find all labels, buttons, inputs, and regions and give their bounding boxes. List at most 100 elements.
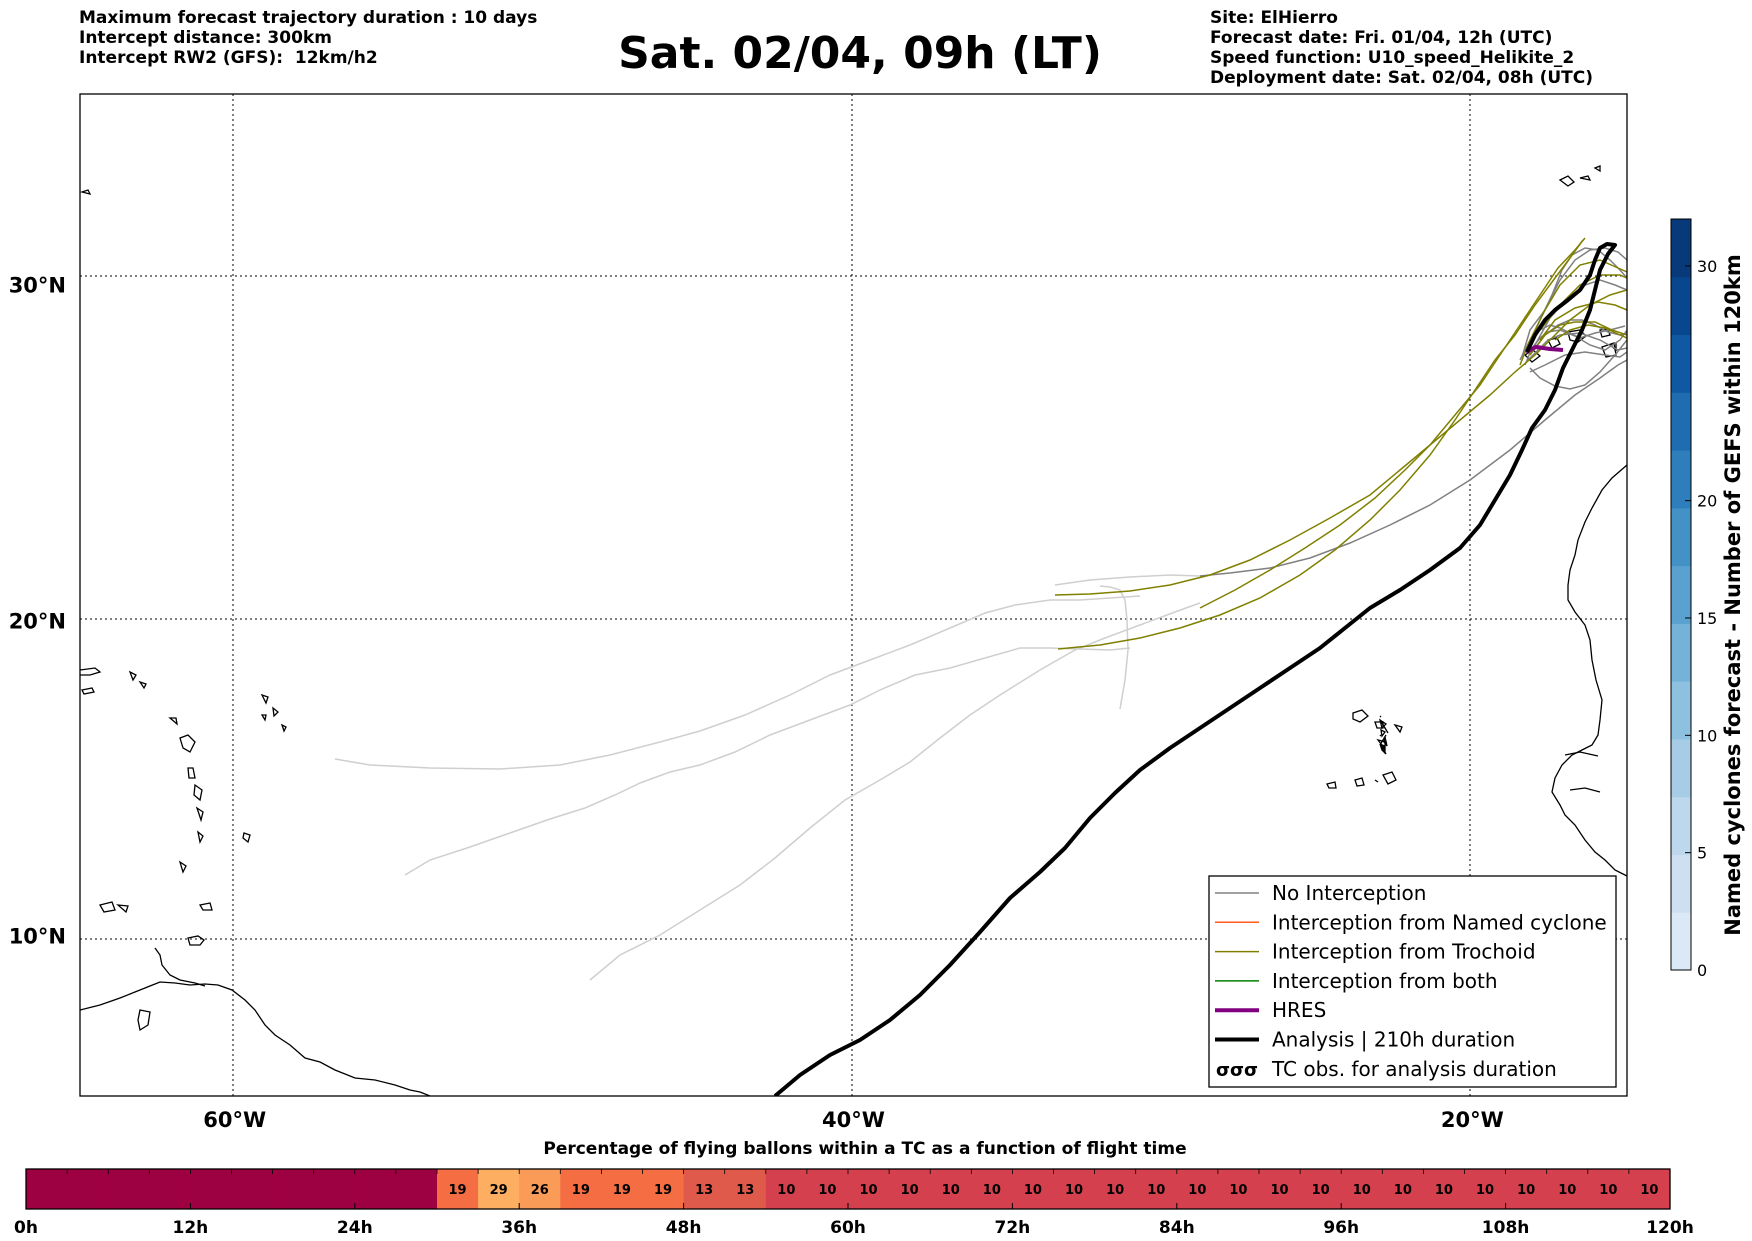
legend-item-5: Analysis | 210h duration xyxy=(1215,1028,1515,1052)
timeline-cell xyxy=(1464,1169,1506,1209)
olive-track-1 xyxy=(1054,289,1627,596)
colorbar-segment xyxy=(1671,392,1691,451)
timeline-cell-value: 29 xyxy=(490,1183,508,1198)
island-st-lucia xyxy=(195,806,204,823)
timeline-cell-value: 10 xyxy=(1476,1183,1494,1198)
timeline-cell xyxy=(806,1169,849,1209)
timeline-cell-value: 10 xyxy=(1065,1183,1083,1198)
legend-item-2: Interception from Trochoid xyxy=(1215,940,1536,964)
colorbar-tick-label: 5 xyxy=(1697,844,1707,863)
island-leeward-5 xyxy=(260,714,267,722)
timeline-cell-value: 26 xyxy=(531,1183,549,1198)
island-cape-verde-10 xyxy=(1379,734,1382,737)
island-caribbean-a xyxy=(99,901,116,913)
island-leeward-4 xyxy=(168,717,178,726)
island-caribbean-b xyxy=(116,904,129,914)
timeline-cell xyxy=(930,1169,972,1209)
faded-track-3 xyxy=(589,602,1201,981)
olive-track-2 xyxy=(1199,237,1586,609)
island-cape-verde-3 xyxy=(1393,723,1403,734)
timeline-cell xyxy=(354,1169,397,1209)
olive-track-7 xyxy=(1539,301,1627,341)
colorbar-segment xyxy=(1671,219,1691,278)
grey-track-4 xyxy=(1529,339,1627,390)
timeline-cell-value: 10 xyxy=(942,1183,960,1198)
island-fogo xyxy=(1326,781,1337,789)
timeline-cell xyxy=(1546,1169,1589,1209)
coastlines xyxy=(80,165,1627,1096)
colorbar-segment xyxy=(1671,507,1691,567)
legend-box xyxy=(1208,875,1617,1088)
timeline-cell xyxy=(1176,1169,1219,1209)
coast-africa-gambia xyxy=(1564,751,1599,757)
timeline-tick-label: 12h xyxy=(173,1218,209,1238)
colorbar-segment xyxy=(1671,738,1691,798)
timeline-cell xyxy=(848,1169,890,1209)
timeline-cell xyxy=(1382,1169,1424,1209)
timeline-cell-value: 10 xyxy=(1229,1183,1247,1198)
timeline-cell-value: 10 xyxy=(1147,1183,1165,1198)
coast-south-america xyxy=(80,981,431,1096)
timeline-cell xyxy=(1094,1169,1137,1209)
island-sal xyxy=(1378,718,1388,730)
timeline-tick-label: 24h xyxy=(337,1218,373,1238)
island-martinique xyxy=(193,783,203,802)
timeline-cell xyxy=(1587,1169,1630,1209)
colorbar-tick-label: 10 xyxy=(1697,726,1717,745)
timeline-cell xyxy=(67,1169,109,1209)
timeline-cell xyxy=(231,1169,273,1209)
legend-label: HRES xyxy=(1272,998,1326,1022)
faded-track-2 xyxy=(404,647,1131,876)
map-frame xyxy=(79,93,1628,1097)
tc-symbol-icon: σσσ xyxy=(1216,1060,1258,1081)
timeline-cell-value: 10 xyxy=(860,1183,878,1198)
legend-label: Interception from Named cyclone xyxy=(1272,910,1607,934)
legend-item-1: Interception from Named cyclone xyxy=(1215,910,1607,934)
header-right-line-3: Speed function: U10_speed_Helikite_2 xyxy=(1210,48,1575,68)
timeline-cell xyxy=(683,1169,726,1209)
colorbar-segment xyxy=(1671,854,1691,913)
island-guadeloupe xyxy=(179,734,196,753)
timeline-cell-value: 10 xyxy=(818,1183,836,1198)
island-canary-1 xyxy=(1558,175,1576,187)
island-lapalma xyxy=(1547,337,1561,349)
island-boavista xyxy=(1376,738,1387,750)
faded-track-5 xyxy=(1054,574,1201,586)
island-antilles-2 xyxy=(128,670,137,682)
island-santiago xyxy=(1354,777,1365,787)
timeline-cell xyxy=(1341,1169,1383,1209)
faded-track-1 xyxy=(334,595,1141,770)
timeline-cell-value: 10 xyxy=(1188,1183,1206,1198)
timeline-cell-value: 13 xyxy=(736,1183,754,1198)
legend-item-0: No Interception xyxy=(1215,881,1426,905)
coast-africa-guinea xyxy=(1569,787,1601,793)
colorbar-segment xyxy=(1671,681,1691,740)
timeline-tick-label: 96h xyxy=(1323,1218,1359,1238)
colorbar-segment xyxy=(1671,796,1691,855)
island-north-1 xyxy=(80,189,92,195)
timeline-cell-value: 10 xyxy=(1517,1183,1535,1198)
timeline-cell-value: 10 xyxy=(1558,1183,1576,1198)
timeline-title: Percentage of flying ballons within a TC… xyxy=(543,1139,1186,1159)
island-brava xyxy=(1382,771,1397,785)
timeline-tick-label: 120h xyxy=(1646,1218,1694,1238)
timeline-cell xyxy=(1012,1169,1054,1209)
island-cape-verde-6 xyxy=(1380,728,1386,738)
timeline-cell-value: 10 xyxy=(1024,1183,1042,1198)
header-right-line-4: Deployment date: Sat. 02/04, 08h (UTC) xyxy=(1210,68,1594,88)
header-right-line-1: Site: ElHierro xyxy=(1210,8,1338,28)
island-st-vincent xyxy=(197,830,204,844)
timeline-cell xyxy=(190,1169,232,1209)
grey-track-8 xyxy=(1529,351,1627,373)
island-antilles-3 xyxy=(138,680,147,690)
lat-label-20n: 20°N xyxy=(9,609,66,633)
island-dominica xyxy=(187,767,196,779)
legend-label: No Interception xyxy=(1272,881,1426,905)
timeline-cell xyxy=(1423,1169,1465,1209)
legend-label: Analysis | 210h duration xyxy=(1272,1028,1515,1052)
coast-africa xyxy=(1551,464,1627,877)
island-antilles-1 xyxy=(81,687,95,695)
island-cape-verde-1 xyxy=(1352,709,1369,723)
timeline-cell-value: 19 xyxy=(449,1183,467,1198)
